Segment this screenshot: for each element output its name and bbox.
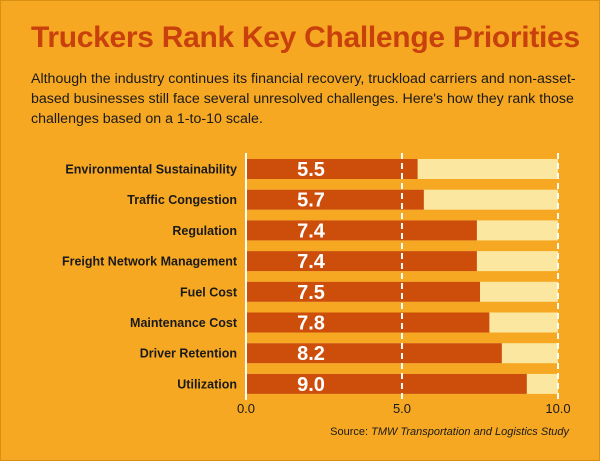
x-tick-label: 0.0 (237, 401, 255, 416)
x-tick-label: 5.0 (393, 401, 411, 416)
category-label: Utilization (177, 377, 237, 391)
source-note: Source: TMW Transportation and Logistics… (330, 426, 569, 438)
value-label: 5.7 (297, 190, 325, 212)
bar (246, 220, 477, 241)
chart-title: Truckers Rank Key Challenge Priorities (31, 21, 580, 54)
bar (246, 251, 477, 272)
category-label: Driver Retention (140, 347, 237, 361)
source-name: TMW Transportation and Logistics Study (371, 426, 569, 438)
bar (246, 159, 418, 179)
value-label: 5.5 (297, 159, 325, 181)
category-label: Traffic Congestion (127, 193, 237, 207)
value-label: 7.4 (297, 251, 326, 273)
category-label: Fuel Cost (180, 285, 238, 299)
x-tick-label: 10.0 (545, 401, 570, 416)
bar (246, 189, 424, 210)
chart-subtitle: Although the industry continues its fina… (31, 71, 576, 127)
category-label: Freight Network Management (62, 255, 238, 269)
bar (246, 281, 480, 302)
value-label: 7.4 (297, 220, 326, 242)
value-label: 7.5 (297, 282, 325, 304)
bar (246, 343, 502, 364)
value-label: 7.8 (297, 313, 325, 335)
value-label: 9.0 (297, 374, 325, 396)
value-label: 8.2 (297, 343, 325, 365)
bar (246, 373, 527, 394)
category-label: Regulation (172, 224, 237, 238)
category-label: Environmental Sustainability (65, 163, 237, 177)
bar (246, 312, 490, 333)
source-prefix: Source: (330, 426, 369, 438)
category-label: Maintenance Cost (130, 316, 238, 330)
